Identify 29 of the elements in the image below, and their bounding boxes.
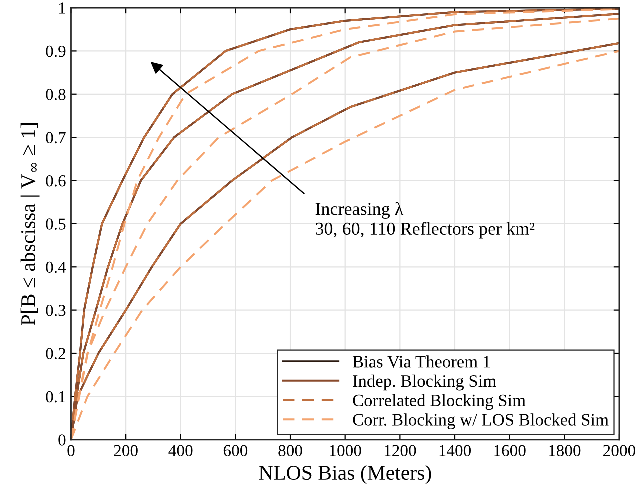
annotation: Increasing λ 30, 60, 110 Reflectors per km² [316,202,535,239]
x-tick-label: 200 [114,445,138,456]
x-tick-label: 600 [224,445,248,456]
x-tick-label: 1000 [330,445,362,456]
y-tick-label: 0.3 [46,305,66,316]
x-tick-label: 0 [68,445,75,456]
y-tick-label: 0.9 [46,46,66,58]
y-tick-label: 0 [58,434,66,446]
legend-label: Corr. Blocking w/ LOS Blocked Sim [353,414,609,430]
x-tick-label: 2000 [604,445,636,456]
legend-label: Indep. Blocking Sim [353,374,496,391]
y-tick-label: 1 [60,2,66,14]
x-tick-label: 1800 [549,445,581,456]
y-tick-label: 0.4 [46,262,66,274]
y-tick-label: 0.8 [46,89,66,100]
x-tick-label: 800 [278,445,302,456]
y-tick-label: 0.6 [46,175,66,187]
x-axis-title: NLOS Bias (Meters) [259,465,432,484]
y-tick-label: 0.1 [46,391,66,403]
y-axis-title: P[B ≤ abscissa | V$_{∞}$ ≥ 1] [20,123,40,326]
x-tick-label: 1400 [440,445,472,456]
x-tick-label: 1200 [384,445,416,456]
x-tick-label: 1600 [494,445,526,456]
y-tick-label: 0.5 [46,218,66,230]
legend-label: Bias Via Theorem 1 [352,356,490,368]
x-tick-label: 400 [168,445,193,456]
legend-label: Correlated Blocking Sim [353,394,526,410]
y-tick-label: 0.2 [46,348,66,360]
y-tick-label: 0.7 [46,132,66,144]
